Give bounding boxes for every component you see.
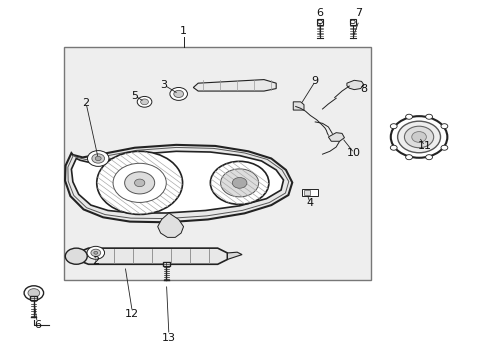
Circle shape — [169, 87, 187, 100]
Polygon shape — [293, 102, 304, 110]
Circle shape — [440, 145, 447, 150]
Text: 7: 7 — [355, 8, 362, 18]
Circle shape — [173, 90, 183, 98]
Text: 9: 9 — [311, 76, 318, 86]
Circle shape — [124, 172, 154, 194]
Circle shape — [425, 155, 431, 160]
Circle shape — [113, 163, 166, 202]
Circle shape — [390, 116, 447, 158]
Circle shape — [210, 161, 268, 204]
Circle shape — [405, 114, 412, 119]
Text: 3: 3 — [160, 80, 167, 90]
Bar — [302, 189, 317, 196]
Polygon shape — [193, 80, 276, 91]
Circle shape — [232, 177, 246, 188]
Bar — [304, 190, 309, 195]
Circle shape — [397, 121, 440, 153]
Text: 10: 10 — [346, 148, 361, 158]
Circle shape — [425, 114, 431, 119]
Circle shape — [137, 96, 152, 107]
Text: 8: 8 — [360, 84, 367, 94]
Bar — [316, 19, 323, 25]
Text: 11: 11 — [417, 141, 431, 151]
Bar — [30, 296, 37, 300]
Text: 2: 2 — [82, 98, 89, 108]
Text: 12: 12 — [125, 310, 139, 319]
Text: 2: 2 — [92, 256, 99, 266]
Polygon shape — [71, 151, 283, 213]
Text: 6: 6 — [316, 8, 323, 18]
Circle shape — [404, 126, 433, 148]
Polygon shape — [76, 248, 227, 264]
Polygon shape — [346, 80, 363, 90]
Circle shape — [389, 124, 396, 129]
Circle shape — [141, 99, 148, 105]
Text: 13: 13 — [162, 333, 176, 343]
Polygon shape — [158, 213, 183, 237]
Circle shape — [134, 179, 144, 186]
Text: 1: 1 — [180, 26, 187, 36]
Polygon shape — [227, 252, 242, 260]
Circle shape — [24, 286, 43, 300]
Bar — [163, 262, 169, 266]
Text: 5: 5 — [131, 91, 138, 101]
Circle shape — [28, 289, 40, 297]
Circle shape — [95, 156, 101, 161]
Circle shape — [91, 249, 101, 256]
Text: 4: 4 — [306, 198, 313, 208]
Circle shape — [97, 151, 182, 215]
Circle shape — [94, 251, 98, 254]
Circle shape — [65, 248, 87, 264]
Bar — [64, 47, 370, 280]
Bar — [349, 19, 355, 25]
Polygon shape — [328, 133, 344, 141]
Circle shape — [220, 169, 258, 197]
Circle shape — [440, 124, 447, 129]
Polygon shape — [65, 145, 292, 222]
Circle shape — [87, 150, 109, 166]
Circle shape — [405, 155, 412, 160]
Circle shape — [389, 145, 396, 150]
Text: 6: 6 — [34, 320, 41, 330]
Circle shape — [92, 154, 104, 163]
Circle shape — [411, 132, 426, 142]
Circle shape — [87, 246, 104, 259]
